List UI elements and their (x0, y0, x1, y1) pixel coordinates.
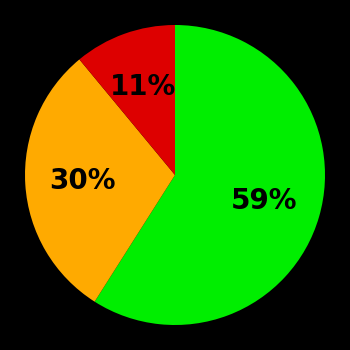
Wedge shape (25, 60, 175, 302)
Wedge shape (94, 25, 325, 325)
Text: 30%: 30% (49, 167, 116, 195)
Text: 59%: 59% (231, 187, 298, 215)
Wedge shape (79, 25, 175, 175)
Text: 11%: 11% (110, 74, 177, 102)
